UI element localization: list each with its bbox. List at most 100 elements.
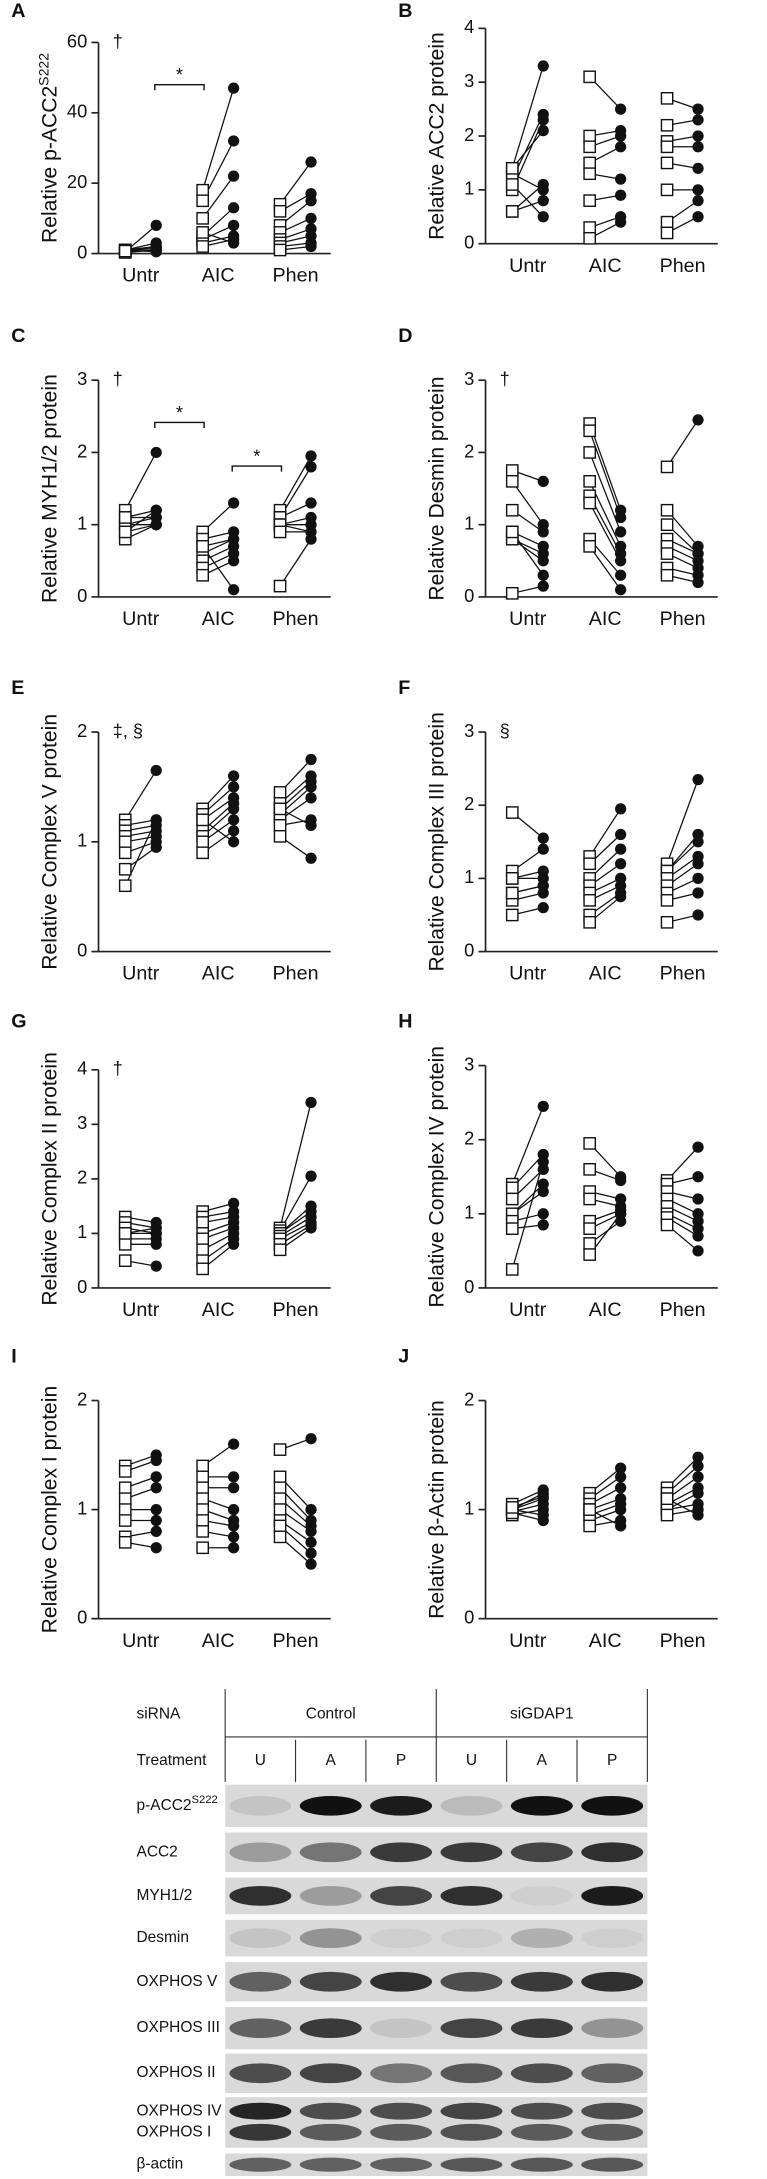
y-tick-label: 3 xyxy=(464,720,474,741)
blot-band xyxy=(510,2157,573,2172)
x-tick-label: Untr xyxy=(509,1299,547,1321)
pair-line xyxy=(279,1175,312,1231)
control-point xyxy=(583,540,597,553)
blot-strip xyxy=(225,2053,648,2093)
x-tick-label: Phen xyxy=(273,1630,319,1652)
panel-letter: J xyxy=(398,1346,409,1368)
blot-sirna-label: siRNA xyxy=(137,1705,182,1722)
blot-band xyxy=(440,1842,503,1863)
x-tick-label: Phen xyxy=(660,1630,706,1652)
x-tick-label: AIC xyxy=(589,608,622,630)
y-tick-label: 3 xyxy=(77,368,87,389)
significance-label: * xyxy=(176,64,183,85)
pair-line xyxy=(202,87,235,191)
control-point xyxy=(196,846,209,860)
x-tick-label: Untr xyxy=(509,608,547,630)
control-point xyxy=(660,568,674,582)
sigdap1-point xyxy=(692,1193,704,1205)
x-tick-label: Untr xyxy=(122,265,160,287)
sigdap1-point xyxy=(537,114,549,126)
pair-line xyxy=(589,502,622,562)
sigdap1-point xyxy=(615,141,627,153)
blot-band xyxy=(510,2018,573,2039)
blot-strip xyxy=(225,1962,648,2002)
x-tick-label: Phen xyxy=(660,1299,706,1321)
y-tick-label: 3 xyxy=(464,368,474,389)
blot-band xyxy=(581,2063,644,2084)
control-point xyxy=(660,215,674,229)
x-tick-label: AIC xyxy=(589,255,622,277)
control-point xyxy=(583,140,597,154)
sigdap1-point xyxy=(227,584,240,596)
sigdap1-point xyxy=(227,170,240,182)
control-point xyxy=(273,1481,287,1495)
control-point xyxy=(660,1492,674,1506)
sigdap1-point xyxy=(692,414,704,426)
sigdap1-point xyxy=(227,82,240,94)
sigdap1-point xyxy=(692,184,704,196)
blot-band xyxy=(510,2102,573,2120)
sigdap1-point xyxy=(692,858,704,870)
significance-bracket xyxy=(231,465,283,472)
control-point xyxy=(505,161,519,175)
pair-line xyxy=(511,480,544,526)
blot-row-label: OXPHOS V xyxy=(137,1973,218,1990)
sigdap1-point xyxy=(692,162,704,174)
sigdap1-point xyxy=(615,1208,627,1220)
x-tick-label: Phen xyxy=(273,608,319,630)
y-tick-label: 0 xyxy=(464,939,474,960)
control-point xyxy=(196,1232,209,1246)
y-tick-label: 1 xyxy=(464,513,474,534)
pair-line xyxy=(511,65,544,169)
control-point xyxy=(273,1519,287,1533)
control-point xyxy=(196,1525,209,1538)
blot-band xyxy=(299,2123,362,2141)
control-point xyxy=(660,460,674,474)
blot-band xyxy=(510,1886,573,1906)
pair-line xyxy=(589,545,622,591)
y-tick-label: 0 xyxy=(464,1276,474,1297)
blot-band xyxy=(510,2063,573,2084)
blot-band xyxy=(440,2018,503,2039)
sigdap1-point xyxy=(227,1531,240,1543)
y-axis-label-text: Relative ACC2 protein xyxy=(425,32,448,240)
blot-row-label: β-actin xyxy=(137,2156,184,2173)
sigdap1-point xyxy=(615,1520,627,1532)
control-point xyxy=(583,129,597,143)
panel-letter: C xyxy=(11,325,25,347)
control-point xyxy=(583,231,597,245)
blot-row-label-text: ACC2 xyxy=(137,1843,178,1860)
blot-band xyxy=(510,2123,573,2141)
sigdap1-point xyxy=(305,195,317,207)
control-point xyxy=(273,525,287,539)
sigdap1-point xyxy=(227,1471,240,1483)
sigdap1-point xyxy=(305,156,317,168)
blot-row-label: OXPHOS III xyxy=(137,2019,220,2036)
y-axis-label: Relative β-Actin protein xyxy=(425,1400,448,1619)
x-tick-label: Untr xyxy=(122,963,160,985)
control-point xyxy=(118,835,132,849)
sigdap1-point xyxy=(150,814,162,826)
y-tick-label: 2 xyxy=(77,440,87,461)
blot-band xyxy=(299,2018,362,2039)
panel-letter: G xyxy=(11,1011,26,1033)
control-point xyxy=(118,525,132,539)
y-axis-label: Relative p-ACC2S222 xyxy=(35,53,61,243)
control-point xyxy=(196,212,209,225)
y-tick-label: 0 xyxy=(77,1606,87,1627)
control-point xyxy=(196,1514,209,1527)
x-tick-label: AIC xyxy=(202,963,235,985)
blot-row-label: OXPHOS IV xyxy=(137,2102,223,2119)
blot-band xyxy=(510,1928,573,1948)
control-point xyxy=(118,1514,132,1527)
y-tick-label: 0 xyxy=(77,1276,87,1297)
control-point xyxy=(583,857,597,871)
y-axis-label-text: Relative Complex IV protein xyxy=(425,1046,448,1308)
blot-row-label: Desmin xyxy=(137,1929,189,1946)
blot-row-label: p-ACC2S222 xyxy=(137,1794,218,1814)
x-tick-label: Untr xyxy=(122,1630,160,1652)
blot-band xyxy=(440,2157,503,2172)
sigdap1-point xyxy=(305,1536,317,1548)
sigdap1-point xyxy=(615,216,627,228)
control-point xyxy=(118,1227,132,1240)
